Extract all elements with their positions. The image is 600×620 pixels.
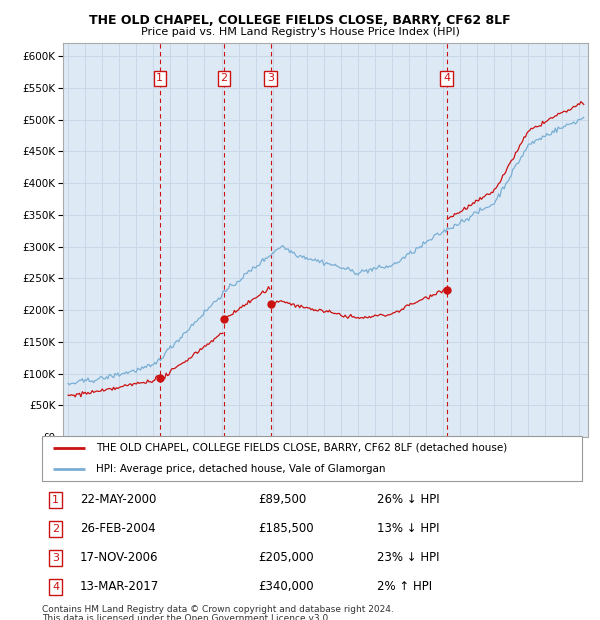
Text: £340,000: £340,000 xyxy=(258,580,314,593)
Text: THE OLD CHAPEL, COLLEGE FIELDS CLOSE, BARRY, CF62 8LF (detached house): THE OLD CHAPEL, COLLEGE FIELDS CLOSE, BA… xyxy=(96,443,507,453)
Text: £205,000: £205,000 xyxy=(258,551,314,564)
Text: 26% ↓ HPI: 26% ↓ HPI xyxy=(377,494,439,507)
Text: 13% ↓ HPI: 13% ↓ HPI xyxy=(377,523,439,535)
Text: 17-NOV-2006: 17-NOV-2006 xyxy=(80,551,158,564)
Text: 13-MAR-2017: 13-MAR-2017 xyxy=(80,580,159,593)
Text: Price paid vs. HM Land Registry's House Price Index (HPI): Price paid vs. HM Land Registry's House … xyxy=(140,27,460,37)
Text: 1: 1 xyxy=(157,73,163,83)
Text: 26-FEB-2004: 26-FEB-2004 xyxy=(80,523,155,535)
Text: Contains HM Land Registry data © Crown copyright and database right 2024.: Contains HM Land Registry data © Crown c… xyxy=(42,605,394,614)
Text: 4: 4 xyxy=(52,582,59,592)
Text: THE OLD CHAPEL, COLLEGE FIELDS CLOSE, BARRY, CF62 8LF: THE OLD CHAPEL, COLLEGE FIELDS CLOSE, BA… xyxy=(89,14,511,27)
Text: 2: 2 xyxy=(221,73,227,83)
Text: 23% ↓ HPI: 23% ↓ HPI xyxy=(377,551,439,564)
Text: 3: 3 xyxy=(267,73,274,83)
Text: 3: 3 xyxy=(52,553,59,563)
Text: This data is licensed under the Open Government Licence v3.0.: This data is licensed under the Open Gov… xyxy=(42,614,331,620)
FancyBboxPatch shape xyxy=(42,436,582,480)
Text: 22-MAY-2000: 22-MAY-2000 xyxy=(80,494,156,507)
Text: 2% ↑ HPI: 2% ↑ HPI xyxy=(377,580,432,593)
Text: 1: 1 xyxy=(52,495,59,505)
Text: 4: 4 xyxy=(443,73,450,83)
Text: 2: 2 xyxy=(52,524,59,534)
Text: £185,500: £185,500 xyxy=(258,523,314,535)
Text: HPI: Average price, detached house, Vale of Glamorgan: HPI: Average price, detached house, Vale… xyxy=(96,464,386,474)
Text: £89,500: £89,500 xyxy=(258,494,306,507)
